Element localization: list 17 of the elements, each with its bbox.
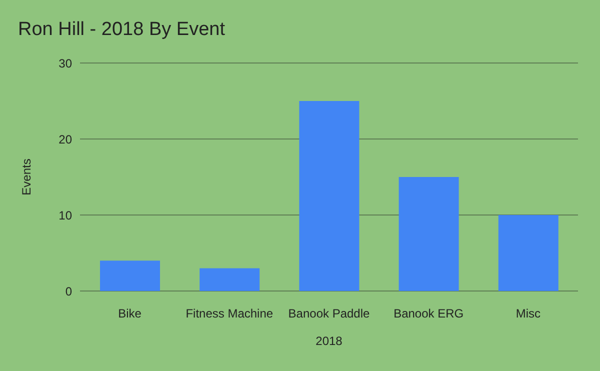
x-axis-title: 2018 — [316, 334, 343, 348]
y-axis-title: Events — [19, 158, 34, 196]
x-tick-label: Banook ERG — [394, 306, 464, 321]
chart-title: Ron Hill - 2018 By Event — [18, 19, 225, 41]
x-tick-label: Fitness Machine — [186, 306, 274, 321]
bar — [100, 260, 160, 291]
y-tick-label: 30 — [58, 56, 72, 70]
bar — [498, 215, 558, 291]
y-tick-label: 0 — [65, 284, 72, 298]
bar — [200, 268, 260, 291]
bar — [398, 177, 459, 291]
x-tick-label: Misc — [516, 306, 541, 321]
x-tick-label: Banook Paddle — [288, 306, 370, 321]
y-tick-label: 10 — [58, 208, 72, 222]
x-tick-label: Bike — [118, 306, 142, 321]
y-tick-label: 20 — [58, 132, 72, 146]
bar — [299, 101, 360, 291]
